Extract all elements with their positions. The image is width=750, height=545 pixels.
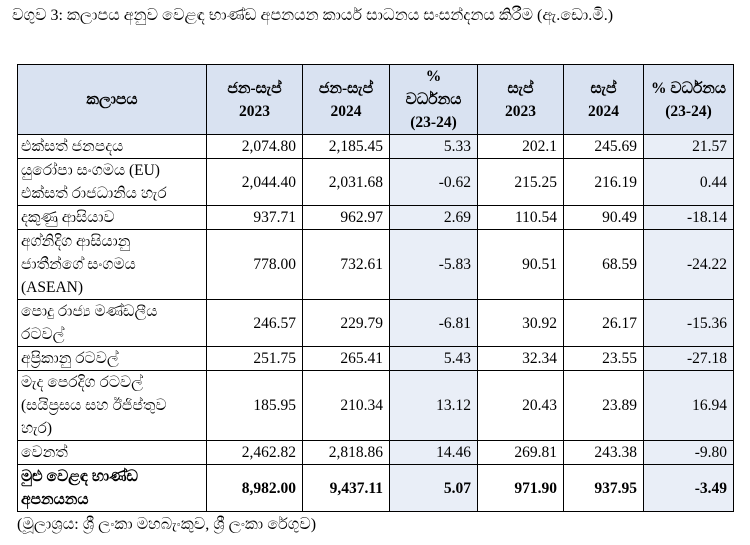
value-cell: 269.81 <box>477 440 564 465</box>
value-cell: -18.14 <box>643 205 734 230</box>
value-cell: 26.17 <box>563 299 644 347</box>
header-sep-2024: සැප් 2024 <box>563 64 644 135</box>
value-cell: 937.71 <box>206 205 303 230</box>
value-cell: 9,437.11 <box>302 464 390 512</box>
value-cell: 2,074.80 <box>206 134 303 159</box>
value-cell: 265.41 <box>302 346 390 371</box>
value-cell: 30.92 <box>477 299 564 347</box>
value-cell: 216.19 <box>563 158 644 206</box>
value-cell: -27.18 <box>643 346 734 371</box>
value-cell: -6.81 <box>389 299 478 347</box>
value-cell: 20.43 <box>477 370 564 441</box>
value-cell: 185.95 <box>206 370 303 441</box>
value-cell: 778.00 <box>206 229 303 300</box>
value-cell: 16.94 <box>643 370 734 441</box>
value-cell: 246.57 <box>206 299 303 347</box>
value-cell: -3.49 <box>643 464 734 512</box>
region-cell: මුළු වෙළඳ භාණ්ඩ අපනයනය <box>17 464 207 512</box>
value-cell: 23.55 <box>563 346 644 371</box>
total-row: මුළු වෙළඳ භාණ්ඩ අපනයනය 8,982.00 9,437.11 5.… <box>17 464 734 512</box>
value-cell: 202.1 <box>477 134 564 159</box>
value-cell: 2.69 <box>389 205 478 230</box>
value-cell: 21.57 <box>643 134 734 159</box>
value-cell: 937.95 <box>563 464 644 512</box>
value-cell: 210.34 <box>302 370 390 441</box>
value-cell: 14.46 <box>389 440 478 465</box>
table-row: මැද පෙරදිග රටවල් (සයිප්‍රසය සහ ඊජිප්තුව … <box>17 370 734 441</box>
value-cell: 5.33 <box>389 134 478 159</box>
region-cell: මැද පෙරදිග රටවල් (සයිප්‍රසය සහ ඊජිප්තුව … <box>17 370 207 441</box>
value-cell: 245.69 <box>563 134 644 159</box>
value-cell: 0.44 <box>643 158 734 206</box>
value-cell: 962.97 <box>302 205 390 230</box>
region-cell: වෙනත් <box>17 440 207 465</box>
header-sep-2023: සැප් 2023 <box>477 64 564 135</box>
table-row: වෙනත් 2,462.82 2,818.86 14.46 269.81 243.38 -9… <box>17 440 734 465</box>
value-cell: 2,185.45 <box>302 134 390 159</box>
table-row: දකුණු ආසියාව 937.71 962.97 2.69 110.54 90.49-… <box>17 205 734 230</box>
header-growth-sep: % වර්ධනය (23-24) <box>643 64 734 135</box>
region-cell: යුරෝපා සංගමය (EU) එක්සත් රාජධානිය හැර <box>17 158 207 206</box>
value-cell: 68.59 <box>563 229 644 300</box>
value-cell: 13.12 <box>389 370 478 441</box>
value-cell: 90.49 <box>563 205 644 230</box>
value-cell: 971.90 <box>477 464 564 512</box>
table-row: අග්නිදිග ආසියානු ජාතීන්ගේ සංගමය (ASEAN) 7… <box>17 229 734 300</box>
value-cell: 8,982.00 <box>206 464 303 512</box>
value-cell: 251.75 <box>206 346 303 371</box>
region-cell: පොදු රාජ්‍ය මණ්ඩලීය රටවල් <box>17 299 207 347</box>
header-growth-jan-sep: % වර්ධනය (23-24) <box>389 64 478 135</box>
value-cell: 32.34 <box>477 346 564 371</box>
value-cell: 90.51 <box>477 229 564 300</box>
value-cell: 23.89 <box>563 370 644 441</box>
value-cell: -9.80 <box>643 440 734 465</box>
value-cell: -5.83 <box>389 229 478 300</box>
region-cell: එක්සත් ජනපදය <box>17 134 207 159</box>
region-cell: දකුණු ආසියාව <box>17 205 207 230</box>
value-cell: 2,462.82 <box>206 440 303 465</box>
value-cell: -0.62 <box>389 158 478 206</box>
value-cell: 5.07 <box>389 464 478 512</box>
table-row: යුරෝපා සංගමය (EU) එක්සත් රාජධානිය හැර 2,0… <box>17 158 734 206</box>
source-note: (මූලාශ්‍රය: ශ්‍රී ලංකා මහබැංකුව, ශ්‍රී ල… <box>17 516 317 533</box>
value-cell: -15.36 <box>643 299 734 347</box>
value-cell: -24.22 <box>643 229 734 300</box>
value-cell: 2,044.40 <box>206 158 303 206</box>
value-cell: 243.38 <box>563 440 644 465</box>
value-cell: 215.25 <box>477 158 564 206</box>
table-title: වගුව 3: කලාපය අනුව වෙළඳ භාණ්ඩ අපනයන කාර්… <box>12 7 614 24</box>
value-cell: 2,818.86 <box>302 440 390 465</box>
header-region: කලාපය <box>17 64 207 135</box>
value-cell: 5.43 <box>389 346 478 371</box>
value-cell: 110.54 <box>477 205 564 230</box>
header-row: කලාපය ජන-සැප් 2023 ජන-සැප් 2024 % වර්ධනය (2… <box>17 64 734 135</box>
exports-table: කලාපය ජන-සැප් 2023 ජන-සැප් 2024 % වර්ධනය (2… <box>17 64 734 512</box>
value-cell: 732.61 <box>302 229 390 300</box>
table-row: එක්සත් ජනපදය 2,074.80 2,185.45 5.33 202.1 245… <box>17 134 734 159</box>
header-jan-sep-2024: ජන-සැප් 2024 <box>302 64 390 135</box>
region-cell: අග්නිදිග ආසියානු ජාතීන්ගේ සංගමය (ASEAN) <box>17 229 207 300</box>
value-cell: 229.79 <box>302 299 390 347</box>
header-jan-sep-2023: ජන-සැප් 2023 <box>206 64 303 135</box>
table-row: අප්‍රිකානු රටවල් 251.75 265.41 5.43 32.34 23.… <box>17 346 734 371</box>
table-row: පොදු රාජ්‍ය මණ්ඩලීය රටවල් 246.57 229.79 -6.… <box>17 299 734 347</box>
value-cell: 2,031.68 <box>302 158 390 206</box>
region-cell: අප්‍රිකානු රටවල් <box>17 346 207 371</box>
